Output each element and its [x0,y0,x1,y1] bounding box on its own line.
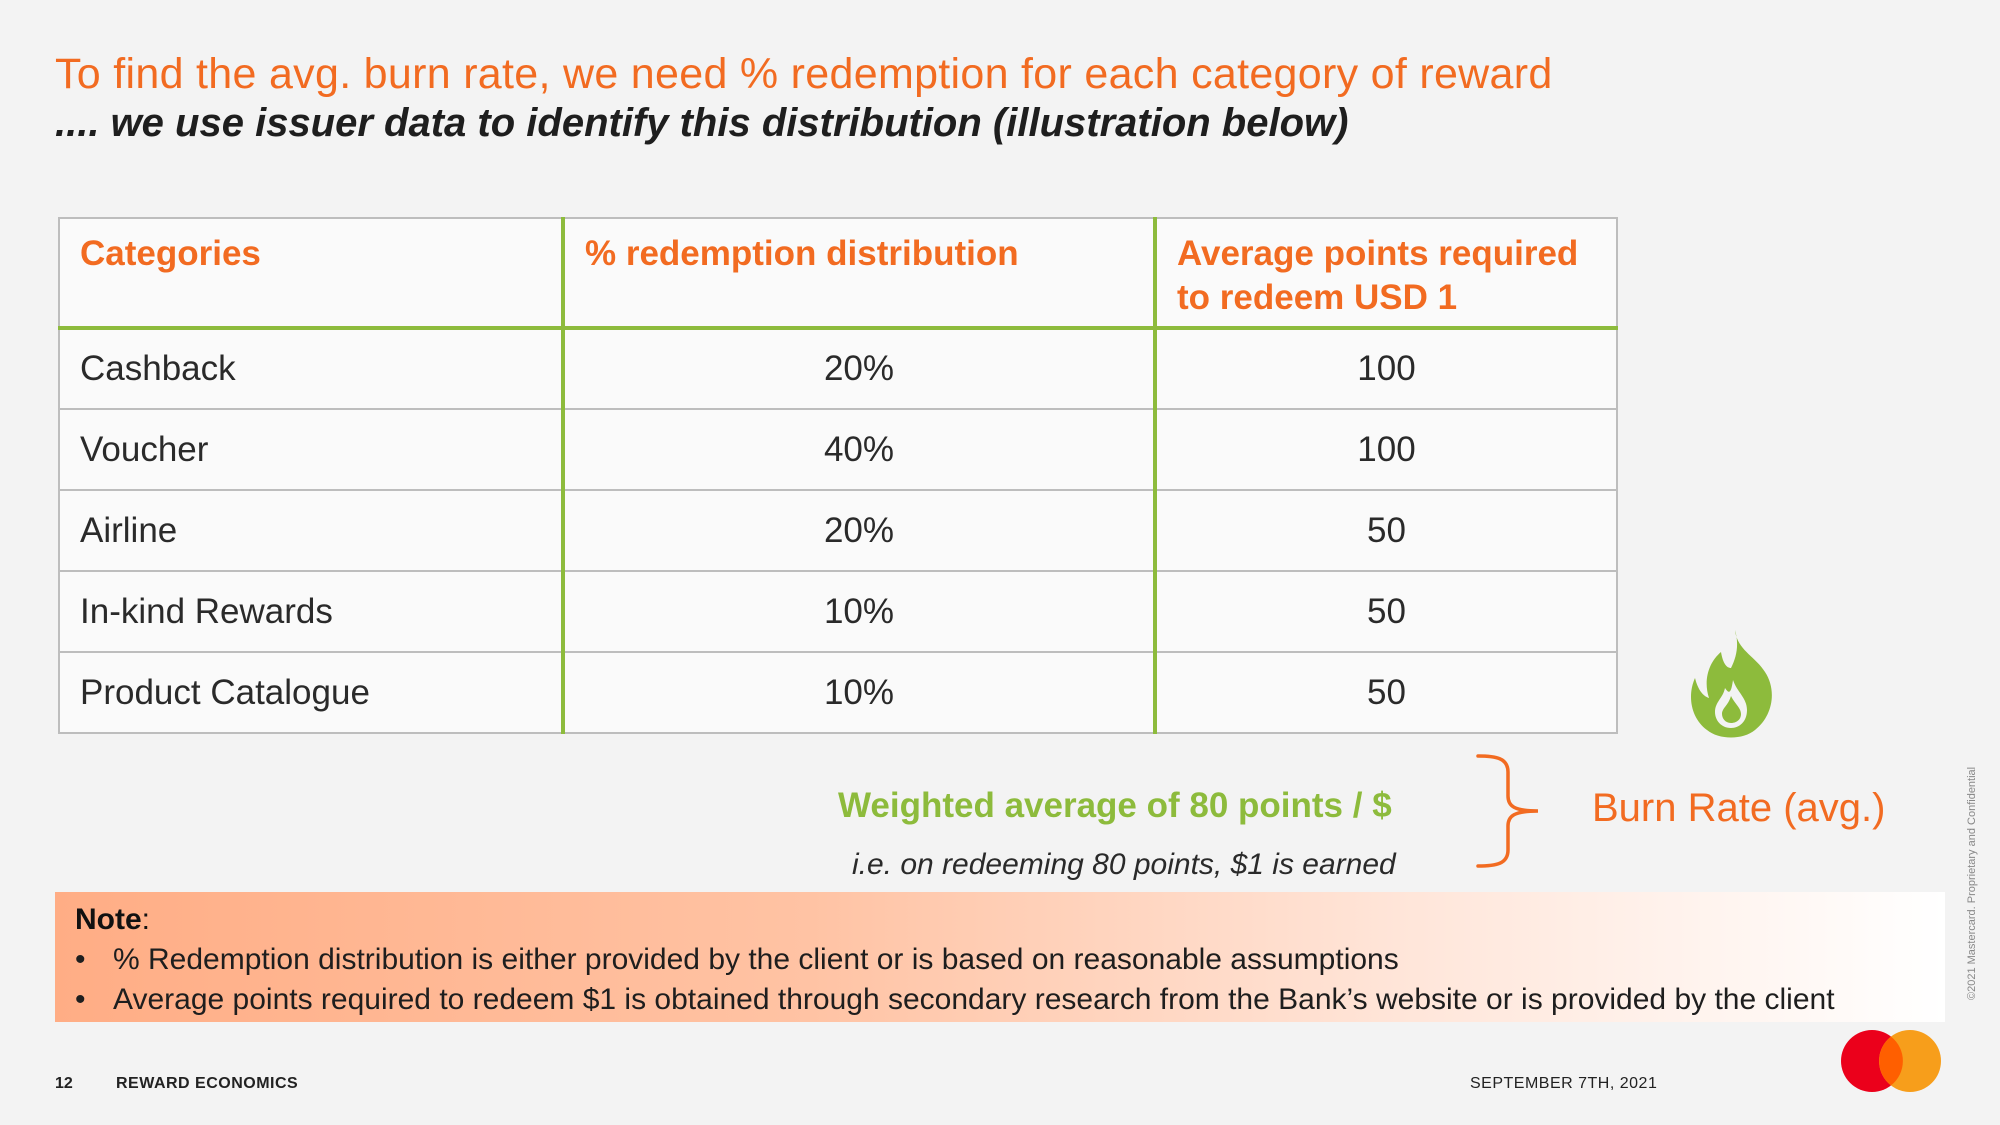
curly-brace-icon [1476,754,1539,868]
explanation-text: i.e. on redeeming 80 points, $1 is earne… [852,848,1396,881]
note-bullet-text: Average points required to redeem $1 is … [113,983,1835,1016]
points-cell: 100 [1153,327,1618,410]
copyright-notice: ©2021 Mastercard. Proprietary and Confid… [1966,766,1978,1000]
list-item: •% Redemption distribution is either pro… [75,943,1399,976]
category-cell: Cashback [58,327,564,410]
note-bullet-text: % Redemption distribution is either prov… [113,943,1399,976]
footer-section-label: REWARD ECONOMICS [116,1075,299,1092]
category-cell: Product Catalogue [58,651,564,734]
burn-rate-label: Burn Rate (avg.) [1592,786,1886,830]
distribution-cell: 40% [561,408,1156,491]
table-row: Voucher 40% 100 [58,408,1618,491]
category-cell: Airline [58,489,564,572]
flame-icon [1691,630,1772,738]
table-header-row: Categories % redemption distribution Ave… [58,217,1618,330]
table-row: Cashback 20% 100 [58,327,1618,410]
page-title: To find the avg. burn rate, we need % re… [55,50,1553,98]
note-list: •% Redemption distribution is either pro… [75,940,1945,1020]
category-cell: Voucher [58,408,564,491]
redemption-table: Categories % redemption distribution Ave… [58,217,1618,734]
list-item: • Average points required to redeem $1 is… [75,983,1835,1016]
points-cell: 100 [1153,408,1618,491]
weighted-average-text: Weighted average of 80 points / $ [838,786,1392,825]
distribution-cell: 20% [561,489,1156,572]
table-row: In-kind Rewards 10% 50 [58,570,1618,653]
table-row: Airline 20% 50 [58,489,1618,572]
page-subtitle: .... we use issuer data to identify this… [55,101,1349,145]
mastercard-logo [1841,1030,1941,1092]
footer-date: SEPTEMBER 7TH, 2021 [1470,1075,1658,1092]
distribution-cell: 10% [561,570,1156,653]
category-cell: In-kind Rewards [58,570,564,653]
header-categories: Categories [58,217,564,330]
points-cell: 50 [1153,570,1618,653]
points-cell: 50 [1153,489,1618,572]
points-cell: 50 [1153,651,1618,734]
page-number: 12 [55,1075,73,1092]
note-heading: Note: [75,903,151,936]
distribution-cell: 10% [561,651,1156,734]
table-row: Product Catalogue 10% 50 [58,651,1618,734]
header-distribution: % redemption distribution [561,217,1156,330]
note-box: Note: •% Redemption distribution is eith… [55,892,1945,1022]
header-points: Average points required to redeem USD 1 [1153,217,1618,330]
distribution-cell: 20% [561,327,1156,410]
